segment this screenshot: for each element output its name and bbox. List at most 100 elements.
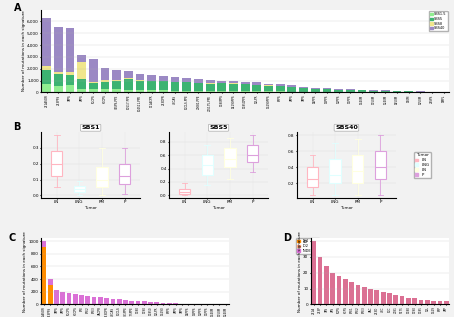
Bar <box>334 90 343 92</box>
Bar <box>355 285 360 304</box>
Bar <box>117 299 122 304</box>
Bar <box>171 77 179 81</box>
Bar <box>264 85 273 86</box>
Bar <box>112 80 121 81</box>
Bar <box>346 89 355 90</box>
Bar <box>42 241 46 248</box>
PathPatch shape <box>51 151 62 176</box>
Bar <box>89 59 98 82</box>
Bar <box>336 276 341 304</box>
Bar <box>112 81 121 89</box>
Bar <box>77 62 86 79</box>
Bar <box>276 84 285 86</box>
Bar <box>183 91 191 93</box>
Bar <box>48 279 53 285</box>
Bar <box>89 82 98 83</box>
Bar <box>217 91 226 93</box>
X-axis label: Tumor: Tumor <box>340 206 353 210</box>
Bar <box>194 83 203 91</box>
Bar <box>334 89 343 90</box>
Bar <box>349 282 354 304</box>
X-axis label: Tumor: Tumor <box>84 206 97 210</box>
Bar <box>241 82 250 84</box>
PathPatch shape <box>119 164 130 184</box>
PathPatch shape <box>330 159 341 183</box>
Bar <box>217 83 226 91</box>
Bar <box>54 27 63 72</box>
Bar <box>358 89 366 90</box>
Bar <box>425 300 430 304</box>
Bar <box>66 72 74 75</box>
Bar <box>161 303 165 304</box>
Bar <box>276 86 285 92</box>
PathPatch shape <box>96 167 108 187</box>
Bar <box>444 301 449 304</box>
Bar <box>124 71 133 78</box>
Bar <box>369 91 378 92</box>
Bar <box>404 91 413 92</box>
Bar <box>206 91 215 93</box>
Bar <box>287 87 296 92</box>
Bar <box>173 303 178 304</box>
Bar <box>66 85 74 93</box>
Bar <box>311 92 320 93</box>
PathPatch shape <box>202 155 213 175</box>
Title: SBS40: SBS40 <box>335 125 358 130</box>
PathPatch shape <box>224 148 236 167</box>
Bar <box>104 298 109 304</box>
Bar <box>206 80 215 83</box>
Bar <box>101 89 109 93</box>
Bar <box>217 81 226 83</box>
X-axis label: Tumor: Tumor <box>212 206 225 210</box>
Bar <box>142 301 147 304</box>
Bar <box>334 92 343 93</box>
Bar <box>42 70 51 83</box>
Bar <box>136 80 144 81</box>
PathPatch shape <box>247 145 258 162</box>
Text: A: A <box>15 3 22 13</box>
Bar <box>322 92 331 93</box>
Bar <box>171 82 179 91</box>
Bar <box>431 301 436 304</box>
PathPatch shape <box>179 189 190 194</box>
Bar <box>206 83 215 91</box>
Bar <box>136 74 144 80</box>
Bar <box>229 91 238 93</box>
Bar <box>241 84 250 91</box>
Bar <box>264 86 273 91</box>
Bar <box>77 89 86 93</box>
Bar <box>67 293 71 304</box>
Bar <box>148 75 156 81</box>
Bar <box>346 92 355 93</box>
Bar <box>311 89 320 92</box>
Bar <box>183 78 191 82</box>
PathPatch shape <box>74 186 85 192</box>
Text: D: D <box>283 233 291 243</box>
Bar <box>330 273 335 304</box>
Bar <box>311 88 320 89</box>
Bar <box>322 88 331 89</box>
Bar <box>167 303 172 304</box>
Bar <box>229 81 238 83</box>
Bar <box>148 90 156 93</box>
Bar <box>381 292 385 304</box>
Bar <box>299 88 308 92</box>
Bar <box>287 92 296 93</box>
Bar <box>252 85 261 91</box>
Bar <box>322 89 331 92</box>
Bar <box>66 29 74 72</box>
Bar <box>358 92 366 93</box>
Bar <box>42 83 51 93</box>
Y-axis label: Number of mutations in each signature: Number of mutations in each signature <box>23 231 27 312</box>
Bar <box>299 92 308 93</box>
Bar <box>77 79 86 89</box>
Bar <box>287 85 296 87</box>
Bar <box>381 90 390 91</box>
Bar <box>406 298 411 304</box>
Bar <box>54 74 63 86</box>
Bar <box>79 295 84 304</box>
Bar <box>171 91 179 93</box>
Text: B: B <box>13 122 20 132</box>
Bar <box>252 91 261 93</box>
Bar <box>111 299 115 304</box>
